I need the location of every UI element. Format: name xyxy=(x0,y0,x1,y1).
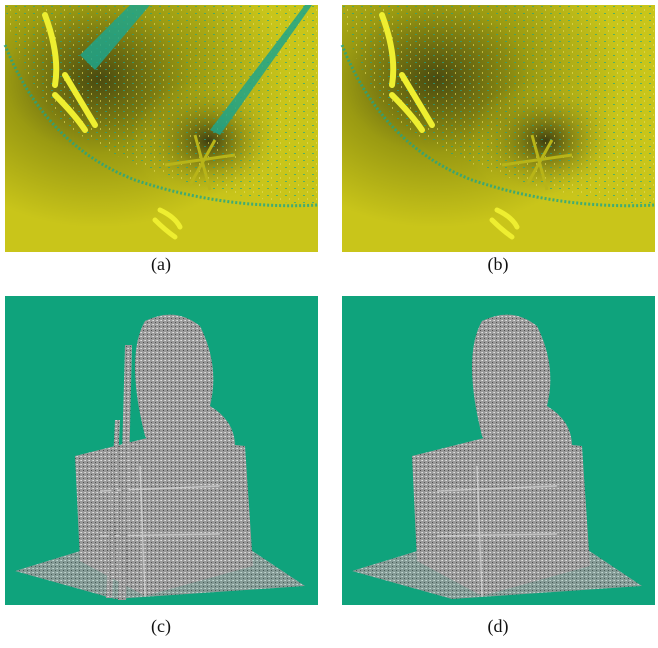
panel-c: (c) xyxy=(5,296,318,637)
panel-label: (d) xyxy=(488,616,509,637)
panel-label: (c) xyxy=(151,616,171,637)
panel-label: (a) xyxy=(151,254,171,275)
figure: (a) (b) (c) (d) xyxy=(0,0,658,648)
panel-a: (a) xyxy=(5,5,318,275)
point-cloud-image xyxy=(342,296,655,605)
point-cloud-image xyxy=(342,5,655,252)
panel-b: (b) xyxy=(342,5,655,275)
panel-d: (d) xyxy=(342,296,655,637)
page: {"figure": {"panels": [ {"label": "(a)"}… xyxy=(0,0,658,648)
point-cloud-image xyxy=(5,5,318,252)
panel-label: (b) xyxy=(488,254,509,275)
point-cloud-image xyxy=(5,296,318,605)
